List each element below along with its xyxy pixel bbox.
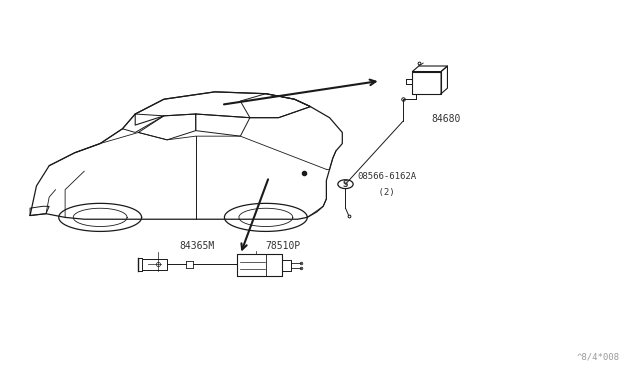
Text: (2): (2) [357, 188, 395, 197]
Text: ^8/4*008: ^8/4*008 [577, 352, 620, 361]
Text: 08566-6162A: 08566-6162A [357, 172, 416, 181]
Text: 78510P: 78510P [266, 241, 301, 251]
Text: 84680: 84680 [431, 114, 461, 124]
Text: S: S [343, 180, 348, 189]
Text: 84365M: 84365M [180, 241, 215, 251]
